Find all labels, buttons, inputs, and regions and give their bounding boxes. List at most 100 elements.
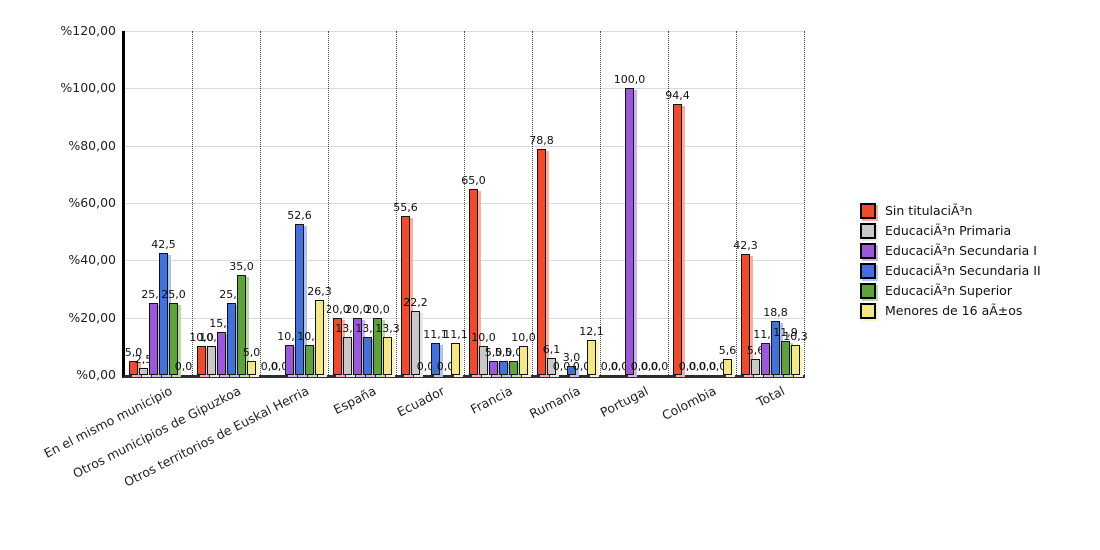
bar-value-label: 0,0 xyxy=(650,360,669,373)
bar xyxy=(451,343,460,375)
bar xyxy=(673,104,682,375)
legend: Sin titulaciÃ³n EducaciÃ³n Primaria Educac… xyxy=(860,201,1041,321)
gridline xyxy=(125,317,805,319)
bar xyxy=(587,340,596,375)
legend-label: EducaciÃ³n Secundaria I xyxy=(885,243,1037,258)
bar-value-label: 3,0 xyxy=(562,351,581,365)
bar xyxy=(383,336,392,375)
bar xyxy=(139,367,148,375)
bar xyxy=(723,358,732,375)
bar-value-label: 20,0 xyxy=(325,302,350,316)
bar xyxy=(741,253,750,375)
bar-value-label: 5,0 xyxy=(242,345,261,359)
bar-value-label: 11,1 xyxy=(423,328,448,342)
bar xyxy=(489,360,498,375)
bar-value-label: 12,1 xyxy=(579,325,604,339)
bar xyxy=(197,346,206,375)
legend-label: Sin titulaciÃ³n xyxy=(885,203,973,218)
bar xyxy=(149,303,158,375)
bar-value-label: 22,2 xyxy=(403,296,428,310)
bar xyxy=(547,357,556,375)
bar-value-label: 35,0 xyxy=(229,259,254,273)
y-axis-label: %100,00 xyxy=(60,80,116,96)
y-axis-label: %40,00 xyxy=(68,252,116,268)
bar-value-label: 42,5 xyxy=(151,238,176,252)
bar-value-label: 5,0 xyxy=(504,345,523,359)
bar-value-label: 11,1 xyxy=(443,328,468,342)
bar-value-label: 13,3 xyxy=(375,321,400,335)
plot-area: 5,0 10,0 0,0 20,0 55,6 65,0 78,8 0,0 94,4 42,3 2,5… xyxy=(122,31,808,378)
bar-value-label: 0,0 xyxy=(600,360,619,373)
bar xyxy=(761,343,770,375)
bar-value-label: 0,0 xyxy=(436,360,455,373)
bar xyxy=(295,224,304,375)
bar-value-label: 52,6 xyxy=(287,209,312,223)
group-separator xyxy=(328,31,329,375)
bar-value-label: 100,0 xyxy=(613,73,646,87)
bar-value-label: 10,0 xyxy=(189,331,214,345)
gridline xyxy=(125,88,805,90)
bar-value-label: 0,0 xyxy=(572,360,591,373)
legend-swatch xyxy=(860,222,876,239)
bar-value-label: 0,0 xyxy=(678,360,697,373)
bar-value-label: 0,0 xyxy=(708,360,727,373)
bar-value-label: 10,0 xyxy=(471,331,496,345)
bar xyxy=(315,299,324,375)
bar xyxy=(509,360,518,375)
bar-value-label: 0,0 xyxy=(688,360,707,373)
legend-label: EducaciÃ³n Primaria xyxy=(885,223,1012,238)
y-axis-label: %0,00 xyxy=(76,367,116,382)
group-separator xyxy=(736,31,737,375)
gridline xyxy=(125,260,805,262)
bar-value-label: 25,0 xyxy=(161,288,186,302)
bar xyxy=(247,360,256,375)
x-axis-label: Portugal xyxy=(597,383,651,420)
x-axis-label: Rumanía xyxy=(527,383,583,422)
group-separator xyxy=(260,31,261,375)
legend-swatch xyxy=(860,302,876,319)
bar-value-label: 5,0 xyxy=(494,345,513,359)
bar xyxy=(363,336,372,375)
legend-item: EducaciÃ³n Superior xyxy=(860,281,1041,300)
y-axis-label: %20,00 xyxy=(68,309,116,325)
group-separator xyxy=(804,31,805,375)
bar-value-label: 26,3 xyxy=(307,284,332,298)
x-axis-label: Colombia xyxy=(659,383,719,424)
bar xyxy=(333,317,342,375)
bar-value-label: 0,0 xyxy=(552,360,571,373)
bar-value-label: 5,6 xyxy=(746,343,765,357)
bar-value-label: 42,3 xyxy=(733,238,758,252)
bar-value-label: 5,0 xyxy=(484,345,503,359)
bar xyxy=(343,336,352,375)
legend-swatch xyxy=(860,242,876,259)
x-axis-label: España xyxy=(331,383,379,418)
bar-value-label: 5,6 xyxy=(718,343,737,357)
group-separator xyxy=(600,31,601,375)
group-separator xyxy=(464,31,465,375)
y-axis-label: %60,00 xyxy=(68,195,116,210)
bar-value-label: 0,0 xyxy=(640,360,659,373)
bar xyxy=(169,303,178,375)
legend-item: EducaciÃ³n Secundaria II xyxy=(860,261,1041,280)
bar-value-label: 20,0 xyxy=(365,302,390,316)
bar xyxy=(285,344,294,375)
bar xyxy=(129,360,138,375)
bar-value-label: 5,0 xyxy=(124,345,143,359)
bar-value-label: 94,4 xyxy=(665,89,690,103)
legend-item: EducaciÃ³n Secundaria I xyxy=(860,241,1041,260)
bar xyxy=(499,360,508,375)
bar-value-label: 0,0 xyxy=(174,360,193,373)
bar xyxy=(479,346,488,375)
bar xyxy=(237,274,246,375)
group-separator xyxy=(396,31,397,375)
bar-value-label: 6,1 xyxy=(542,342,561,356)
bar-value-label: 11,9 xyxy=(773,325,798,339)
y-axis-label: %80,00 xyxy=(68,137,116,153)
bar-value-label: 55,6 xyxy=(393,200,418,214)
gridline xyxy=(125,203,805,204)
gridline xyxy=(125,145,805,147)
bar xyxy=(401,215,410,375)
bar xyxy=(431,343,440,375)
legend-item: EducaciÃ³n Primaria xyxy=(860,221,1041,240)
